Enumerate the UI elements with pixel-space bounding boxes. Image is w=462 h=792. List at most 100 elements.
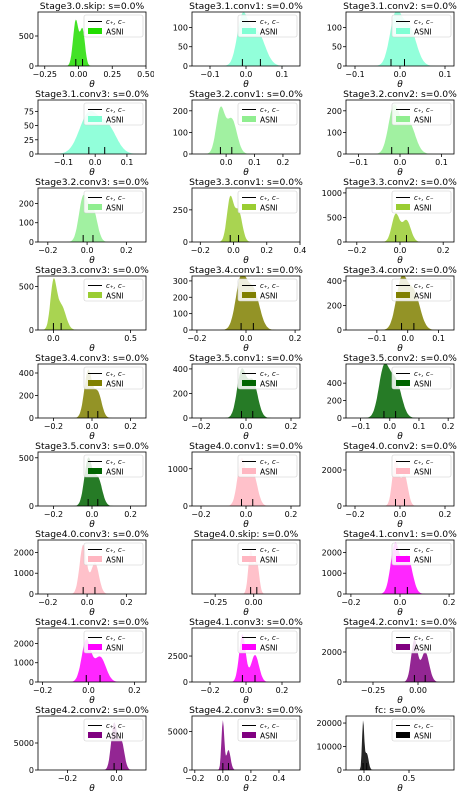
- y-tick-label: 0: [29, 62, 34, 71]
- x-tick-label: −0.2: [191, 422, 210, 431]
- x-axis-label: θ: [89, 168, 95, 176]
- plot-frame: [345, 715, 455, 771]
- x-tick-label: 0.2: [260, 246, 273, 255]
- y-tick-label: 400: [327, 277, 342, 286]
- legend-fill-swatch: [88, 28, 102, 34]
- legend-fill-swatch: [242, 644, 256, 650]
- chart-title: Stage3.1.conv3: s=0.0%: [35, 89, 149, 100]
- legend-fill-swatch: [242, 28, 256, 34]
- legend-label-asni: ASNI: [414, 116, 432, 125]
- chart-title: fc: s=0.0%: [375, 705, 425, 716]
- y-tick-label: 0: [29, 414, 34, 423]
- chart-title: Stage4.1.conv2: s=0.0%: [35, 617, 149, 628]
- x-axis-label: θ: [89, 608, 95, 616]
- legend-fill-swatch: [242, 116, 256, 122]
- legend-fill-swatch: [396, 556, 410, 562]
- x-tick-label: 0.0: [81, 246, 94, 255]
- legend-label-centers: c₊, c₋: [414, 282, 434, 290]
- x-tick-label: 0.2: [120, 598, 133, 607]
- chart-title: Stage3.1.conv1: s=0.0%: [189, 1, 303, 12]
- chart-title: Stage3.3.conv2: s=0.0%: [343, 177, 457, 188]
- y-tick-label: 0: [29, 590, 34, 599]
- y-tick-label: 0: [29, 326, 34, 335]
- x-tick-label: −0.2: [44, 510, 63, 519]
- x-tick-label: 0.0: [240, 70, 253, 79]
- chart-panel: Stage4.0.conv3: s=0.0% −0.2 0.0 0.2 0 1000 200…: [14, 529, 149, 616]
- y-tick-label: 2000: [322, 548, 342, 557]
- chart-title: Stage4.0.conv1: s=0.0%: [189, 441, 303, 452]
- y-tick-label: 100: [173, 23, 188, 32]
- legend-label-asni: ASNI: [260, 468, 278, 477]
- y-tick-label: 500: [19, 454, 34, 463]
- x-axis-label: θ: [243, 608, 249, 616]
- x-tick-label: 0.2: [245, 774, 258, 783]
- series-area-asni: [38, 278, 146, 330]
- legend-fill-swatch: [88, 204, 102, 210]
- x-tick-label: 0.2: [276, 686, 289, 695]
- chart-panel: Stage3.1.conv1: s=0.0% −0.1 0.0 0.1 0 50 100 θ c…: [173, 1, 303, 88]
- series-area-asni: [346, 639, 454, 682]
- series-area-asni: [38, 194, 146, 242]
- legend-label-asni: ASNI: [106, 28, 124, 37]
- x-tick-label: −0.2: [341, 598, 360, 607]
- legend-label-asni: ASNI: [106, 732, 124, 741]
- y-tick-label: 0: [337, 238, 342, 247]
- y-tick-label: 0: [183, 62, 188, 71]
- chart-title: Stage3.3.conv1: s=0.0%: [189, 177, 303, 188]
- chart-title: Stage3.5.conv3: s=0.0%: [35, 441, 149, 452]
- x-tick-label: −0.1: [351, 422, 370, 431]
- legend-label-centers: c₊, c₋: [260, 282, 280, 290]
- legend-label-centers: c₊, c₋: [260, 106, 280, 114]
- legend-fill-swatch: [88, 116, 102, 122]
- chart-title: Stage3.2.conv3: s=0.0%: [35, 177, 149, 188]
- y-tick-label: 500: [19, 282, 34, 291]
- x-tick-label: 0.0: [227, 246, 240, 255]
- plot-frame: [37, 275, 147, 331]
- x-tick-label: 0.0: [394, 598, 407, 607]
- x-tick-label: 0.2: [289, 334, 302, 343]
- series-area-asni: [192, 106, 300, 154]
- chart-panel: Stage3.5.conv2: s=0.0% −0.1 0.0 0.1 0.2 0 200 4…: [327, 353, 457, 440]
- x-tick-label: 0.4: [273, 774, 286, 783]
- x-tick-label: 0.0: [383, 422, 396, 431]
- y-tick-label: 100: [173, 310, 188, 319]
- chart-panel: Stage3.5.conv3: s=0.0% −0.2 0.0 0.2 0 500 θ c₊,…: [19, 441, 149, 528]
- legend-label-asni: ASNI: [414, 292, 432, 301]
- x-tick-label: 0.1: [432, 334, 445, 343]
- legend-label-centers: c₊, c₋: [414, 106, 434, 114]
- x-tick-label: −0.2: [191, 246, 210, 255]
- y-tick-label: 200: [173, 293, 188, 302]
- chart-panel: Stage3.3.conv3: s=0.0% 0.0 0.5 0 500 θ c₊, c₋ A…: [19, 265, 149, 352]
- x-tick-label: −0.2: [44, 422, 63, 431]
- chart-title: Stage3.2.conv1: s=0.0%: [189, 89, 303, 100]
- y-tick-label: 1000: [322, 189, 342, 198]
- y-tick-label: 2000: [14, 639, 34, 648]
- chart-panel: Stage4.1.conv3: s=0.0% −0.2 0.0 0.2 0 2500 θ c₊…: [168, 617, 303, 704]
- chart-title: Stage4.1.conv1: s=0.0%: [343, 529, 457, 540]
- y-tick-label: 0: [337, 678, 342, 687]
- x-tick-label: −0.2: [347, 246, 366, 255]
- legend-fill-swatch: [88, 292, 102, 298]
- x-tick-label: −0.2: [38, 598, 57, 607]
- plot-frame: [345, 627, 455, 683]
- x-tick-label: 0.0: [216, 774, 229, 783]
- chart-panel: Stage4.2.conv1: s=0.0% −0.25 0.00 0 2000 θ c₊,…: [322, 617, 457, 704]
- x-tick-label: −0.2: [200, 686, 219, 695]
- plot-frame: [37, 539, 147, 595]
- plot-frame: [191, 99, 301, 155]
- chart-title: Stage3.4.conv3: s=0.0%: [35, 353, 149, 364]
- x-tick-label: 0.0: [47, 334, 60, 343]
- legend-label-asni: ASNI: [260, 644, 278, 653]
- y-tick-label: 200: [173, 107, 188, 116]
- y-tick-label: 0: [337, 414, 342, 423]
- x-tick-label: 0.0: [394, 246, 407, 255]
- x-tick-label: −0.2: [58, 774, 77, 783]
- legend-label-centers: c₊, c₋: [260, 546, 280, 554]
- chart-panel: Stage4.1.conv1: s=0.0% −0.2 0.0 0.2 0 1000 200…: [322, 529, 457, 616]
- y-tick-label: 2500: [168, 652, 188, 661]
- series-area-asni: [192, 276, 300, 330]
- legend-label-centers: c₊, c₋: [414, 546, 434, 554]
- y-tick-label: 0: [29, 766, 34, 775]
- legend-label-centers: c₊, c₋: [260, 722, 280, 730]
